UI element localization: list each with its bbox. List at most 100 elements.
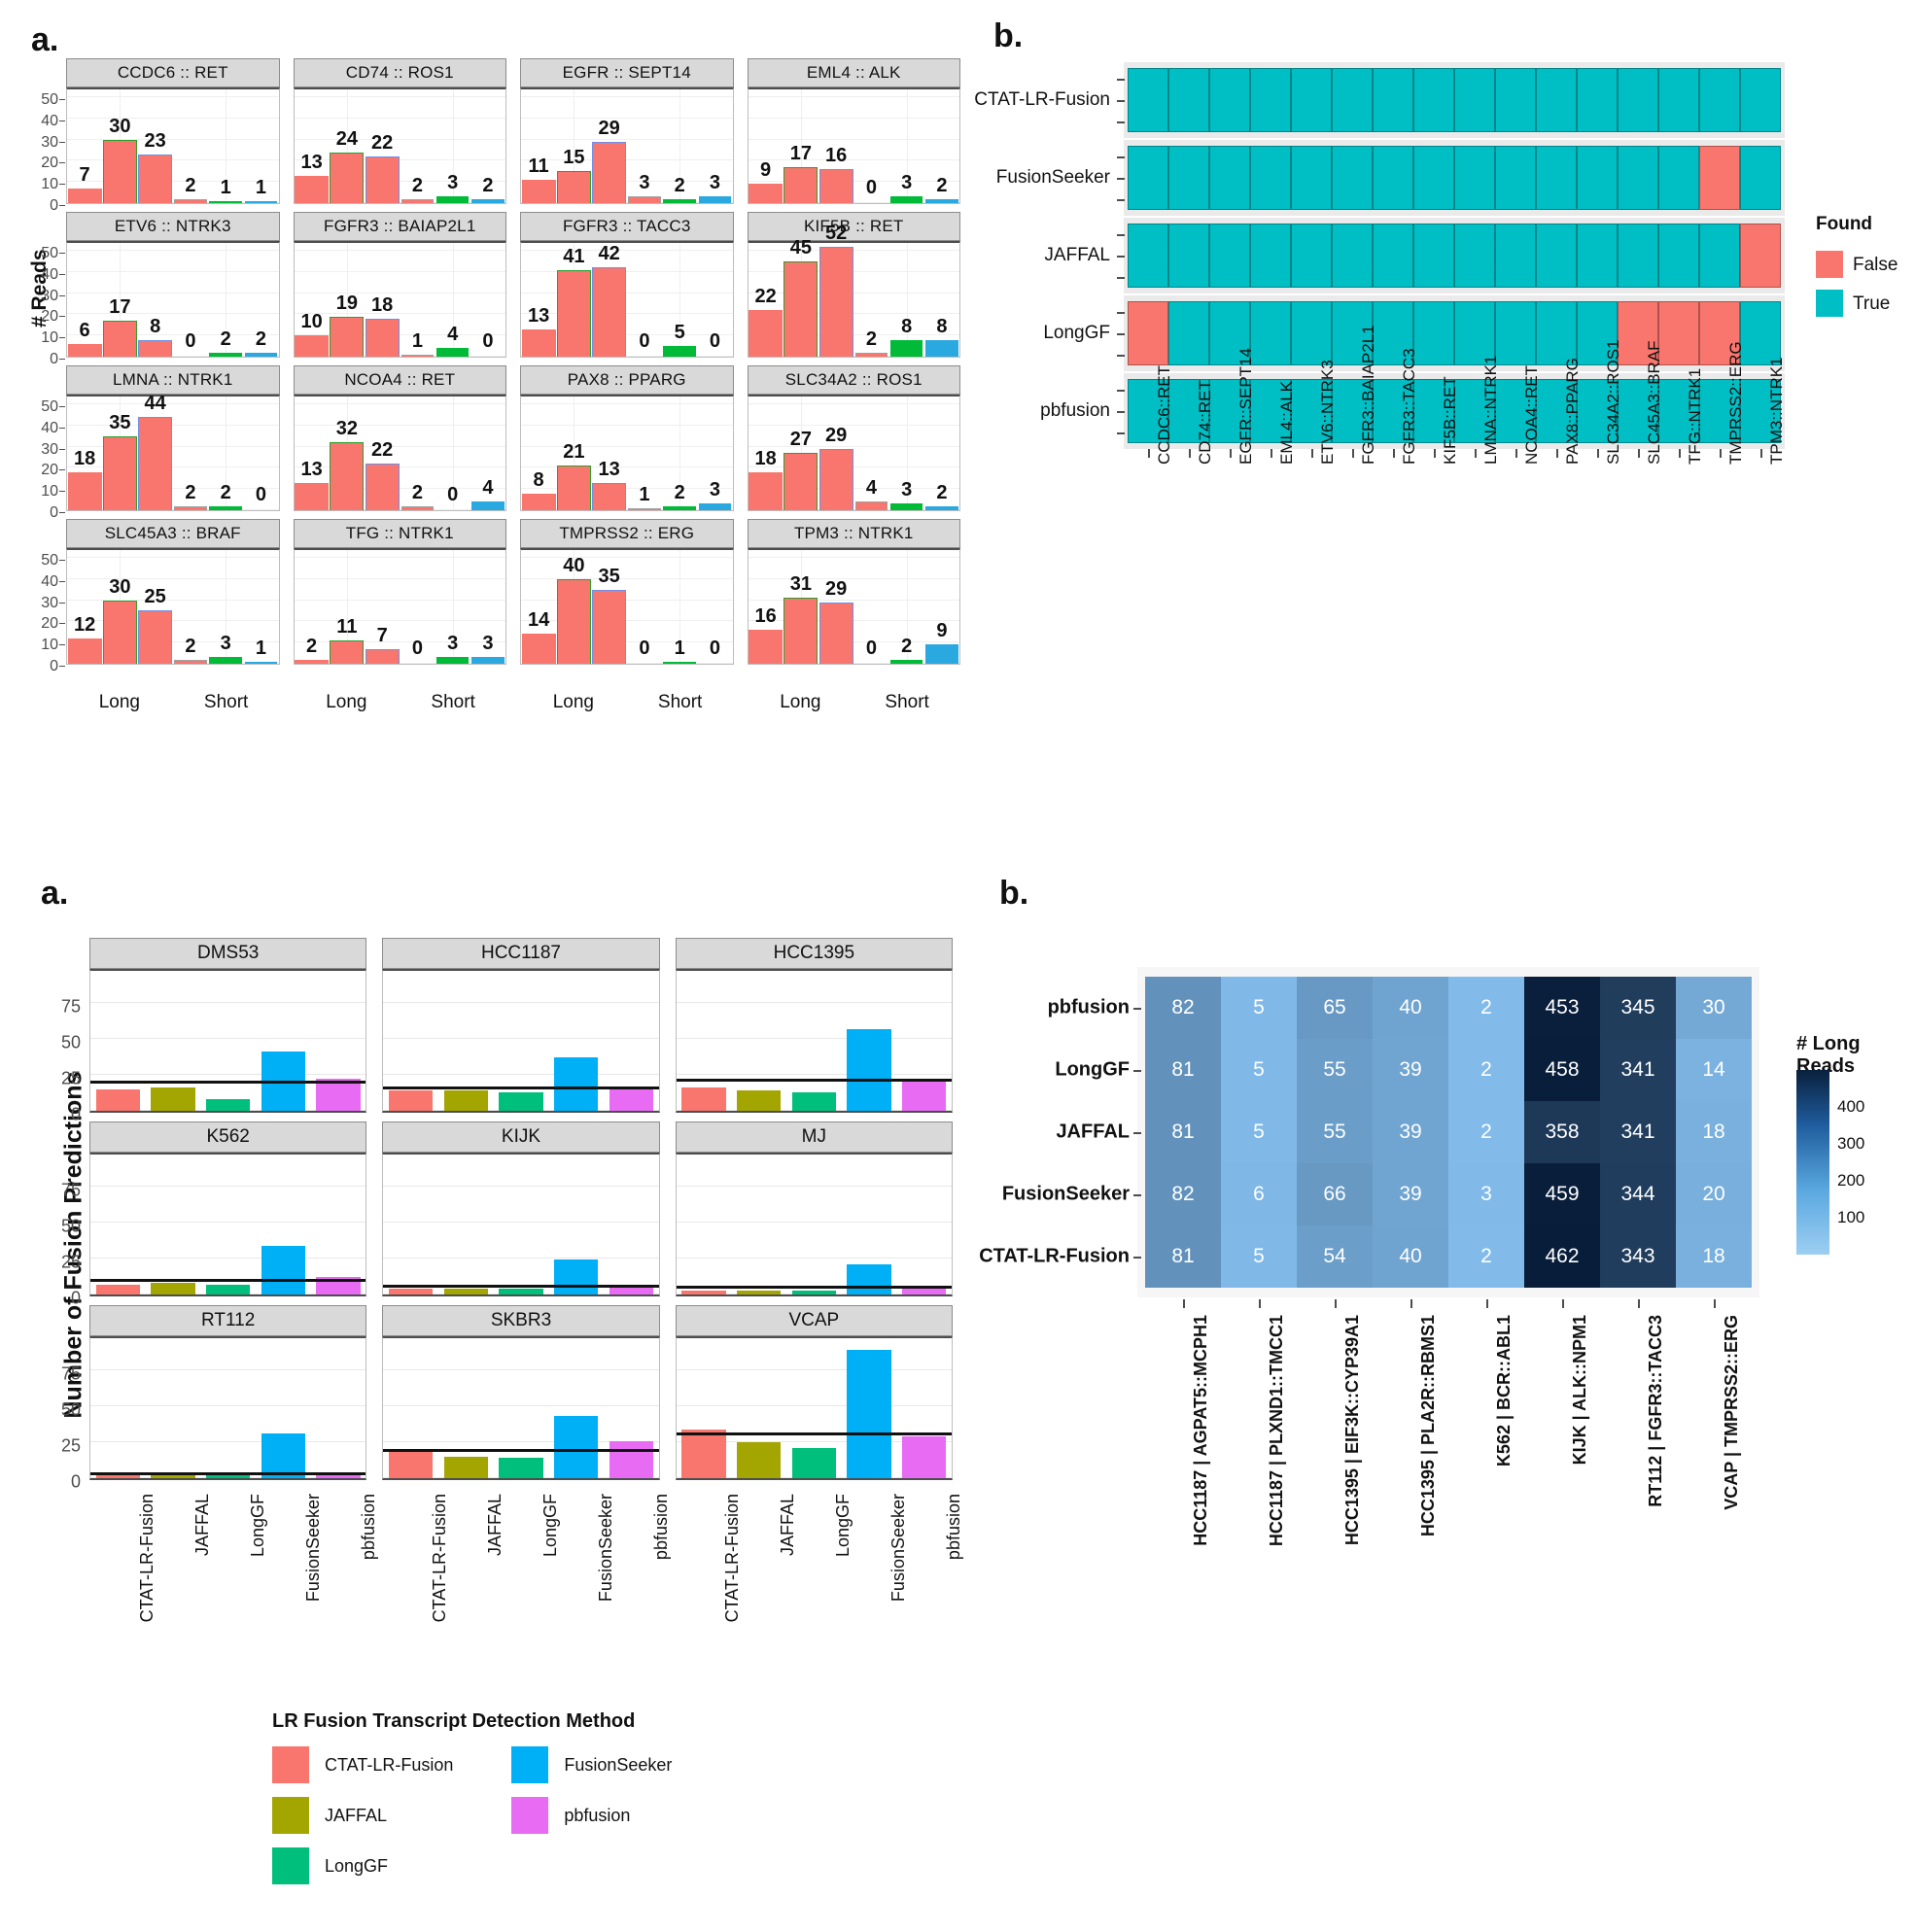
axis-tick (1133, 1070, 1141, 1072)
figure1-bar (698, 503, 732, 510)
figure1-bar (330, 442, 365, 510)
figure1-facet-grid: CCDC6 :: RET 7 30 23 2 1 1 0 10 20 30 40 50 CD74 :: R… (41, 58, 960, 680)
figure1-facet-title: FGFR3 :: BAIAP2L1 (293, 212, 506, 241)
figure2-heatmap-column-label: HCC1395 | EIF3K::CYP39A1 (1342, 1315, 1362, 1546)
figure1-heatmap-cell (1250, 379, 1291, 443)
gridline (294, 159, 505, 161)
figure1-x-axis-cell: Long Short (520, 686, 734, 719)
figure1-heatmap-row-label: LongGF (1043, 323, 1110, 343)
figure1-heatmap-cell (1291, 68, 1332, 132)
figure1-facet: EML4 :: ALK 9 17 16 0 3 2 (747, 58, 960, 206)
figure2-colorbar-tick-label: 400 (1837, 1097, 1865, 1116)
y-tick-label: 30 (41, 440, 58, 458)
figure2-facet-title: MJ (675, 1121, 953, 1153)
figure1-heatmap-cell (1699, 68, 1740, 132)
axis-tick (1133, 1132, 1141, 1134)
figure1-bar (244, 661, 278, 664)
figure1-heatmap-cell (1618, 146, 1658, 210)
figure2-facet-title: HCC1395 (675, 938, 953, 969)
figure1-bar-value-label: 1 (255, 637, 266, 659)
gridline (676, 1002, 952, 1003)
gridline (294, 95, 505, 97)
figure1-bar-value-label: 2 (865, 328, 877, 350)
figure1-facet: TFG :: NTRK1 2 11 7 0 3 3 (293, 519, 506, 667)
figure1-legend-label: True (1853, 293, 1891, 314)
gridline (676, 1186, 952, 1187)
figure1-heatmap-column-label: TPM3::NTRK1 (1767, 357, 1786, 465)
gridline (383, 1074, 659, 1075)
figure1-facet: TPM3 :: NTRK1 16 31 29 0 2 9 (747, 519, 960, 667)
gridline (294, 202, 505, 203)
y-tick-label: 10 (41, 483, 58, 500)
gridline (748, 424, 959, 426)
figure1-heatmap-column-label: PAX8::PPARG (1563, 358, 1582, 465)
figure1-heatmap-cell (1168, 224, 1209, 288)
figure2-heatmap-column-label: K562 | BCR::ABL1 (1494, 1315, 1514, 1467)
figure2-bar (316, 1079, 361, 1111)
gridline (90, 1369, 366, 1370)
gridline (676, 1074, 952, 1075)
gridline (679, 243, 681, 357)
figure1-bar (330, 152, 365, 203)
y-tick-label: 50 (41, 551, 58, 569)
figure2-facet: VCAP (675, 1305, 953, 1485)
figure1-heatmap-cell (1373, 301, 1413, 365)
figure1-bar (138, 610, 173, 664)
figure1-heatmap-cell (1373, 68, 1413, 132)
gridline (521, 117, 733, 119)
figure1-heatmap-cell (1454, 224, 1495, 288)
figure1-bar-value-label: 3 (901, 172, 913, 194)
figure1-bar-value-label: 2 (411, 481, 423, 503)
figure1-heatmap-cell (1577, 224, 1618, 288)
figure1-facet-plot: 2 11 7 0 3 3 (293, 548, 506, 665)
figure2-bar (736, 1290, 782, 1294)
figure1-facet-plot: 16 31 29 0 2 9 (747, 548, 960, 665)
gridline (521, 424, 733, 426)
figure1-bar-value-label: 2 (936, 174, 948, 196)
gridline (294, 249, 505, 251)
figure2-x-axis: CTAT-LR-Fusion JAFFAL LongGF FusionSeeker pb… (89, 1484, 964, 1708)
figure1-bar (556, 466, 591, 510)
figure1-bar (471, 198, 505, 203)
axis-tick (1117, 312, 1125, 315)
figure1-heatmap-cell (1128, 146, 1168, 210)
figure1-bar-value-label: 1 (639, 483, 650, 505)
gridline (346, 89, 348, 203)
figure2-heatmap-cell: 30 (1676, 977, 1752, 1039)
y-tick-label: 0 (70, 1104, 81, 1124)
figure1-bar (174, 198, 207, 203)
figure2-bar (95, 1284, 140, 1294)
figure1-bar-value-label: 5 (674, 322, 685, 344)
gridline (676, 1441, 952, 1442)
axis-tick (1475, 449, 1477, 458)
gridline (67, 159, 279, 161)
axis-tick (1133, 1257, 1141, 1259)
figure2-x-tick-label: LongGF (540, 1494, 560, 1558)
figure1-bar-value-label: 3 (709, 172, 720, 194)
figure1-heatmap-cell (1740, 68, 1781, 132)
axis-tick (1133, 1008, 1141, 1010)
figure1-bar-value-label: 24 (335, 127, 358, 150)
figure1-heatmap-cell (1168, 146, 1209, 210)
figure1-heatmap-column-label: CD74::RET (1196, 380, 1214, 465)
figure1-facet-plot: 18 35 44 2 2 0 0 10 20 30 40 50 (41, 393, 280, 521)
y-tick-label: 50 (60, 1399, 81, 1420)
figure1-bar-value-label: 2 (185, 481, 196, 503)
y-tick (59, 205, 65, 206)
figure1-bar-value-label: 0 (709, 330, 720, 352)
figure2-heatmap-cell: 2 (1448, 977, 1524, 1039)
figure1-facet: FGFR3 :: BAIAP2L1 10 19 18 1 4 0 (293, 212, 506, 360)
figure2-heatmap-cell: 5 (1221, 1101, 1297, 1163)
gridline (748, 577, 959, 579)
axis-tick (1638, 449, 1640, 458)
y-tick (59, 580, 65, 582)
figure1-bar-value-label: 3 (639, 172, 650, 194)
gridline (294, 556, 505, 558)
figure1-bar-value-label: 29 (598, 117, 620, 139)
figure1-heatmap-cell (1577, 146, 1618, 210)
figure2-bar (791, 1447, 836, 1478)
axis-tick (1117, 276, 1125, 279)
figure1-bar-value-label: 2 (482, 174, 494, 196)
figure1-heatmap-cell (1128, 379, 1168, 443)
gridline (294, 641, 505, 643)
